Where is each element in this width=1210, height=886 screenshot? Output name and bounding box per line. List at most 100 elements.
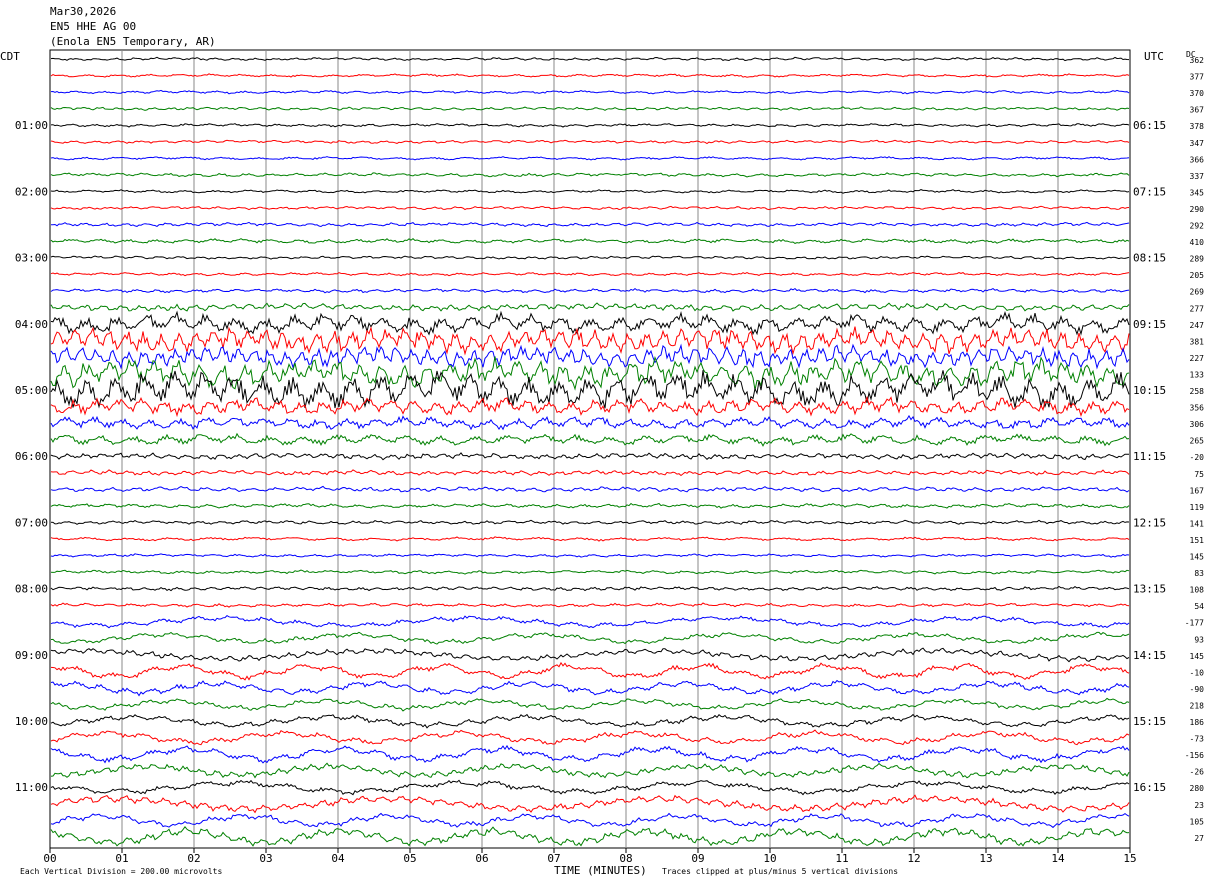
dc-offset-label: 347	[1190, 139, 1205, 148]
cdt-hour-label: 06:00	[15, 450, 48, 463]
dc-offset-label: 377	[1190, 73, 1205, 82]
seismic-trace	[50, 73, 1130, 78]
dc-offset-label: 186	[1190, 718, 1205, 727]
seismic-trace	[50, 452, 1129, 461]
seismic-trace	[50, 325, 1130, 356]
seismic-trace	[50, 469, 1130, 477]
date-label: Mar30,2026	[50, 5, 117, 18]
dc-offset-label: 167	[1190, 486, 1205, 495]
seismic-trace	[50, 106, 1130, 111]
utc-hour-label: 16:15	[1133, 781, 1166, 794]
seismic-trace	[50, 221, 1130, 228]
seismic-trace	[50, 631, 1130, 645]
plot-frame	[49, 49, 1131, 849]
dc-offset-label: 227	[1190, 354, 1205, 363]
dc-offset-label: 151	[1190, 536, 1205, 545]
seismic-trace	[50, 310, 1130, 336]
dc-offset-label: 378	[1190, 122, 1205, 131]
seismic-trace	[50, 272, 1130, 277]
utc-hour-label: 11:15	[1133, 450, 1166, 463]
x-tick-label: 00	[43, 852, 56, 865]
seismic-trace	[50, 502, 1130, 509]
cdt-hour-label: 08:00	[15, 583, 48, 596]
seismic-trace	[50, 713, 1130, 729]
cdt-hour-label: 11:00	[15, 781, 48, 794]
seismic-trace	[50, 614, 1130, 629]
dc-offset-label: 145	[1190, 652, 1205, 661]
seismic-trace	[50, 255, 1130, 260]
seismic-trace	[50, 779, 1130, 796]
x-tick-label: 11	[835, 852, 848, 865]
utc-hour-label: 09:15	[1133, 318, 1166, 331]
seismic-trace	[50, 794, 1130, 814]
seismic-trace	[50, 485, 1130, 493]
seismic-trace	[50, 729, 1130, 746]
cdt-hour-label: 07:00	[15, 516, 48, 529]
seismic-trace	[50, 89, 1130, 95]
utc-hour-label: 13:15	[1133, 583, 1166, 596]
dc-offset-label: 75	[1194, 470, 1204, 479]
dc-offset-label: -90	[1190, 685, 1205, 694]
dc-offset-label: 54	[1194, 602, 1204, 611]
x-tick-label: 01	[115, 852, 128, 865]
dc-offset-label: -10	[1190, 668, 1205, 677]
seismic-trace	[50, 762, 1130, 779]
dc-offset-label: 292	[1190, 222, 1205, 231]
dc-offset-label: 247	[1190, 321, 1205, 330]
seismic-trace	[50, 553, 1130, 558]
seismic-trace	[50, 355, 1130, 391]
seismic-trace	[50, 172, 1130, 178]
dc-offset-label: 258	[1190, 387, 1205, 396]
x-tick-label: 08	[619, 852, 632, 865]
seismic-trace	[50, 647, 1130, 663]
dc-offset-label: 133	[1190, 370, 1205, 379]
dc-offset-label: 381	[1190, 337, 1205, 346]
utc-hour-label: 07:15	[1133, 185, 1166, 198]
dc-offset-label: 83	[1194, 569, 1204, 578]
dc-offset-label: 306	[1190, 420, 1205, 429]
x-tick-label: 14	[1051, 852, 1065, 865]
seismic-trace	[50, 812, 1130, 829]
seismic-trace	[50, 370, 1130, 409]
seismic-trace	[50, 414, 1130, 431]
seismic-trace	[50, 123, 1130, 128]
x-tick-label: 13	[979, 852, 992, 865]
dc-offset-label: 410	[1190, 238, 1205, 247]
location-label: (Enola EN5 Temporary, AR)	[50, 35, 216, 48]
cdt-hour-label: 04:00	[15, 318, 48, 331]
left-timezone-label: CDT	[0, 50, 20, 63]
x-tick-label: 05	[403, 852, 416, 865]
seismic-trace	[50, 697, 1130, 712]
cdt-hour-label: 09:00	[15, 649, 48, 662]
utc-hour-label: 14:15	[1133, 649, 1166, 662]
seismic-trace	[50, 189, 1130, 194]
clipping-note: Traces clipped at plus/minus 5 vertical …	[662, 867, 899, 876]
cdt-hour-label: 01:00	[15, 119, 48, 132]
seismic-trace	[50, 238, 1130, 245]
seismic-trace	[50, 432, 1130, 447]
x-tick-label: 10	[763, 852, 776, 865]
seismic-trace	[50, 302, 1130, 312]
seismic-trace	[50, 569, 1130, 575]
right-timezone-label: UTC	[1144, 50, 1164, 63]
seismic-trace	[50, 602, 1130, 608]
cdt-hour-label: 05:00	[15, 384, 48, 397]
cdt-hour-label: 10:00	[15, 715, 48, 728]
seismic-trace	[50, 156, 1130, 161]
dc-label: DC	[1186, 50, 1196, 59]
seismic-trace	[50, 519, 1130, 525]
cdt-hour-label: 03:00	[15, 252, 48, 265]
x-tick-label: 04	[331, 852, 345, 865]
x-tick-label: 07	[547, 852, 560, 865]
x-axis-title: TIME (MINUTES)	[554, 864, 647, 877]
dc-offset-label: -73	[1190, 735, 1205, 744]
dc-offset-label: 345	[1190, 188, 1205, 197]
x-tick-label: 02	[187, 852, 200, 865]
x-tick-label: 15	[1123, 852, 1136, 865]
dc-offset-label: 366	[1190, 155, 1205, 164]
dc-offset-label: 362	[1190, 56, 1205, 65]
dc-offset-label: 290	[1190, 205, 1205, 214]
dc-offset-label: 218	[1190, 701, 1205, 710]
seismic-trace	[50, 139, 1130, 145]
seismic-trace	[50, 661, 1130, 681]
